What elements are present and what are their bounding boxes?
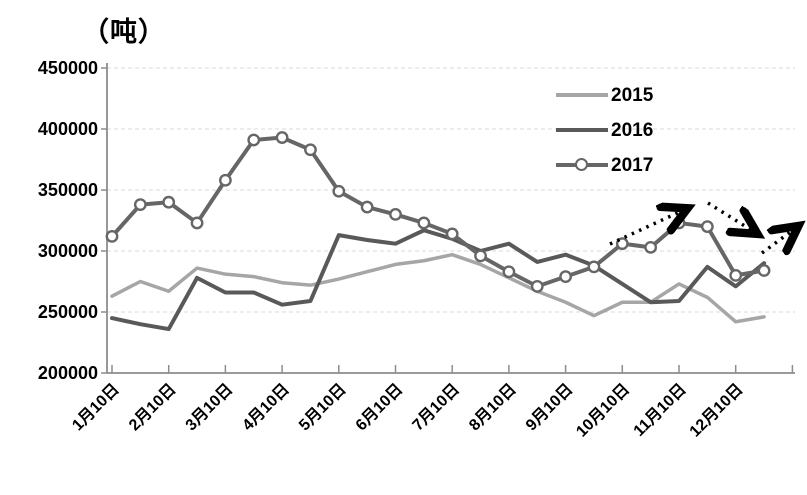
x-tick-label: 3月10日 xyxy=(182,380,236,434)
x-tick-label: 12月10日 xyxy=(686,380,747,441)
x-axis-labels: 1月10日 2月10日 3月10日 4月10日 5月10日 6月10日 7月10日 8月10日… xyxy=(69,380,747,441)
data-point-marker xyxy=(417,216,431,230)
y-tick-label: 300000 xyxy=(38,241,98,261)
x-tick-label: 7月10日 xyxy=(409,380,463,434)
data-point-marker xyxy=(587,260,601,274)
x-tick-label: 1月10日 xyxy=(69,380,123,434)
trend-arrows xyxy=(609,201,797,253)
data-point-marker xyxy=(218,173,232,187)
data-point-marker xyxy=(729,268,743,282)
y-tick-label: 200000 xyxy=(38,363,98,383)
legend-label: 2016 xyxy=(611,119,654,141)
x-tick-label: 5月10日 xyxy=(295,380,349,434)
data-point-marker xyxy=(304,143,317,157)
legend: 2015 2016 2017 xyxy=(556,82,653,178)
axis-unit-title: （吨） xyxy=(82,17,166,47)
data-point-marker xyxy=(105,229,119,243)
trend-arrow-up xyxy=(760,227,797,253)
data-point-marker xyxy=(474,249,487,263)
data-point-marker xyxy=(672,216,686,230)
data-point-marker xyxy=(389,207,402,221)
x-tick-label: 6月10日 xyxy=(352,380,406,434)
legend-label: 2015 xyxy=(611,84,654,106)
data-point-marker xyxy=(332,184,346,198)
legend-line-sample-2017 xyxy=(556,152,608,178)
data-point-marker xyxy=(247,133,261,147)
data-point-marker xyxy=(530,279,544,293)
legend-item-2015: 2015 xyxy=(556,82,653,108)
legend-line-sample-2015 xyxy=(556,82,608,108)
data-point-marker xyxy=(162,195,176,209)
data-point-marker xyxy=(360,200,374,214)
data-series xyxy=(105,131,771,332)
y-tick-label: 250000 xyxy=(38,302,98,322)
x-tick-label: 9月10日 xyxy=(522,380,576,434)
data-point-marker xyxy=(190,216,204,230)
y-tick-label: 350000 xyxy=(38,180,98,200)
data-point-marker xyxy=(133,198,147,212)
series-2016 xyxy=(110,228,767,332)
y-tick-label: 400000 xyxy=(38,119,98,139)
y-tick-label: 450000 xyxy=(38,58,98,78)
data-point-marker xyxy=(559,270,572,284)
x-tick-label: 10月10日 xyxy=(573,380,634,441)
axes xyxy=(101,63,795,374)
data-point-marker xyxy=(445,227,459,241)
x-tick-label: 8月10日 xyxy=(465,380,519,434)
x-tick-label: 11月10日 xyxy=(630,380,690,440)
legend-item-2017: 2017 xyxy=(556,152,653,178)
data-point-marker xyxy=(502,265,516,279)
legend-item-2016: 2016 xyxy=(556,117,653,143)
series-2017 xyxy=(105,131,771,293)
trend-arrow-up xyxy=(609,209,686,246)
data-point-marker xyxy=(757,264,771,277)
gridlines xyxy=(107,67,795,313)
data-point-marker xyxy=(644,240,658,254)
legend-label: 2017 xyxy=(611,154,654,176)
x-tick-label: 4月10日 xyxy=(239,380,293,434)
data-point-marker xyxy=(275,131,289,144)
data-point-marker xyxy=(700,220,714,234)
trend-arrow-down xyxy=(707,201,756,233)
legend-line-sample-2016 xyxy=(556,117,608,143)
x-tick-label: 2月10日 xyxy=(125,380,179,434)
series-2015 xyxy=(110,252,766,324)
y-axis-labels: 200000 250000 300000 350000 400000 450000 xyxy=(38,58,98,383)
